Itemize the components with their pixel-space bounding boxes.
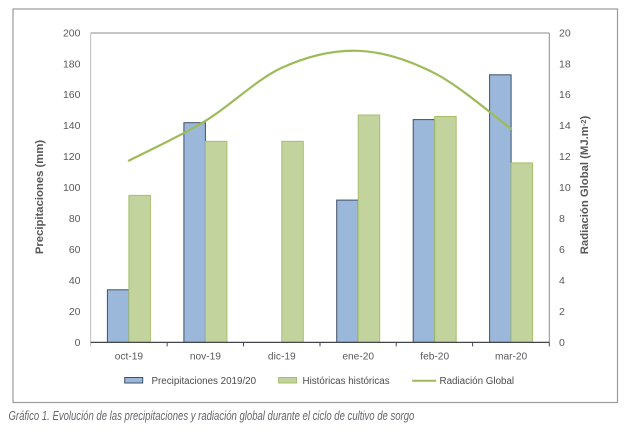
- svg-text:feb-20: feb-20: [420, 351, 449, 362]
- svg-text:0: 0: [559, 337, 565, 349]
- svg-text:20: 20: [69, 306, 81, 318]
- svg-text:100: 100: [63, 182, 81, 194]
- svg-text:mar-20: mar-20: [495, 351, 528, 362]
- svg-text:14: 14: [559, 120, 571, 132]
- svg-text:0: 0: [75, 337, 81, 349]
- svg-text:Históricas históricas: Históricas históricas: [303, 376, 390, 387]
- svg-text:10: 10: [559, 182, 571, 194]
- svg-text:Radiación Global: Radiación Global: [440, 376, 515, 387]
- svg-text:ene-20: ene-20: [342, 351, 374, 362]
- svg-text:6: 6: [559, 244, 565, 256]
- svg-text:18: 18: [559, 58, 571, 70]
- svg-text:Precipitaciones (mm): Precipitaciones (mm): [34, 140, 46, 254]
- svg-text:4: 4: [559, 275, 565, 287]
- svg-text:120: 120: [63, 151, 81, 163]
- svg-text:20: 20: [559, 27, 571, 39]
- svg-text:140: 140: [63, 120, 81, 132]
- svg-text:12: 12: [559, 151, 571, 163]
- svg-text:oct-19: oct-19: [115, 351, 144, 362]
- svg-text:8: 8: [559, 213, 565, 225]
- svg-text:dic-19: dic-19: [268, 351, 296, 362]
- svg-text:180: 180: [63, 58, 81, 70]
- svg-text:Radiación Global (MJ.m-2): Radiación Global (MJ.m-2): [579, 116, 591, 255]
- svg-text:200: 200: [63, 27, 81, 39]
- svg-text:Gráfico 1. Evolución de las pr: Gráfico 1. Evolución de las precipitacio…: [9, 410, 415, 424]
- svg-text:160: 160: [63, 89, 81, 101]
- svg-text:80: 80: [69, 213, 81, 225]
- svg-text:nov-19: nov-19: [190, 351, 221, 362]
- svg-text:60: 60: [69, 244, 81, 256]
- svg-text:40: 40: [69, 275, 81, 287]
- svg-text:Precipitaciones 2019/20: Precipitaciones 2019/20: [152, 376, 257, 387]
- svg-text:16: 16: [559, 89, 571, 101]
- svg-text:2: 2: [559, 306, 565, 318]
